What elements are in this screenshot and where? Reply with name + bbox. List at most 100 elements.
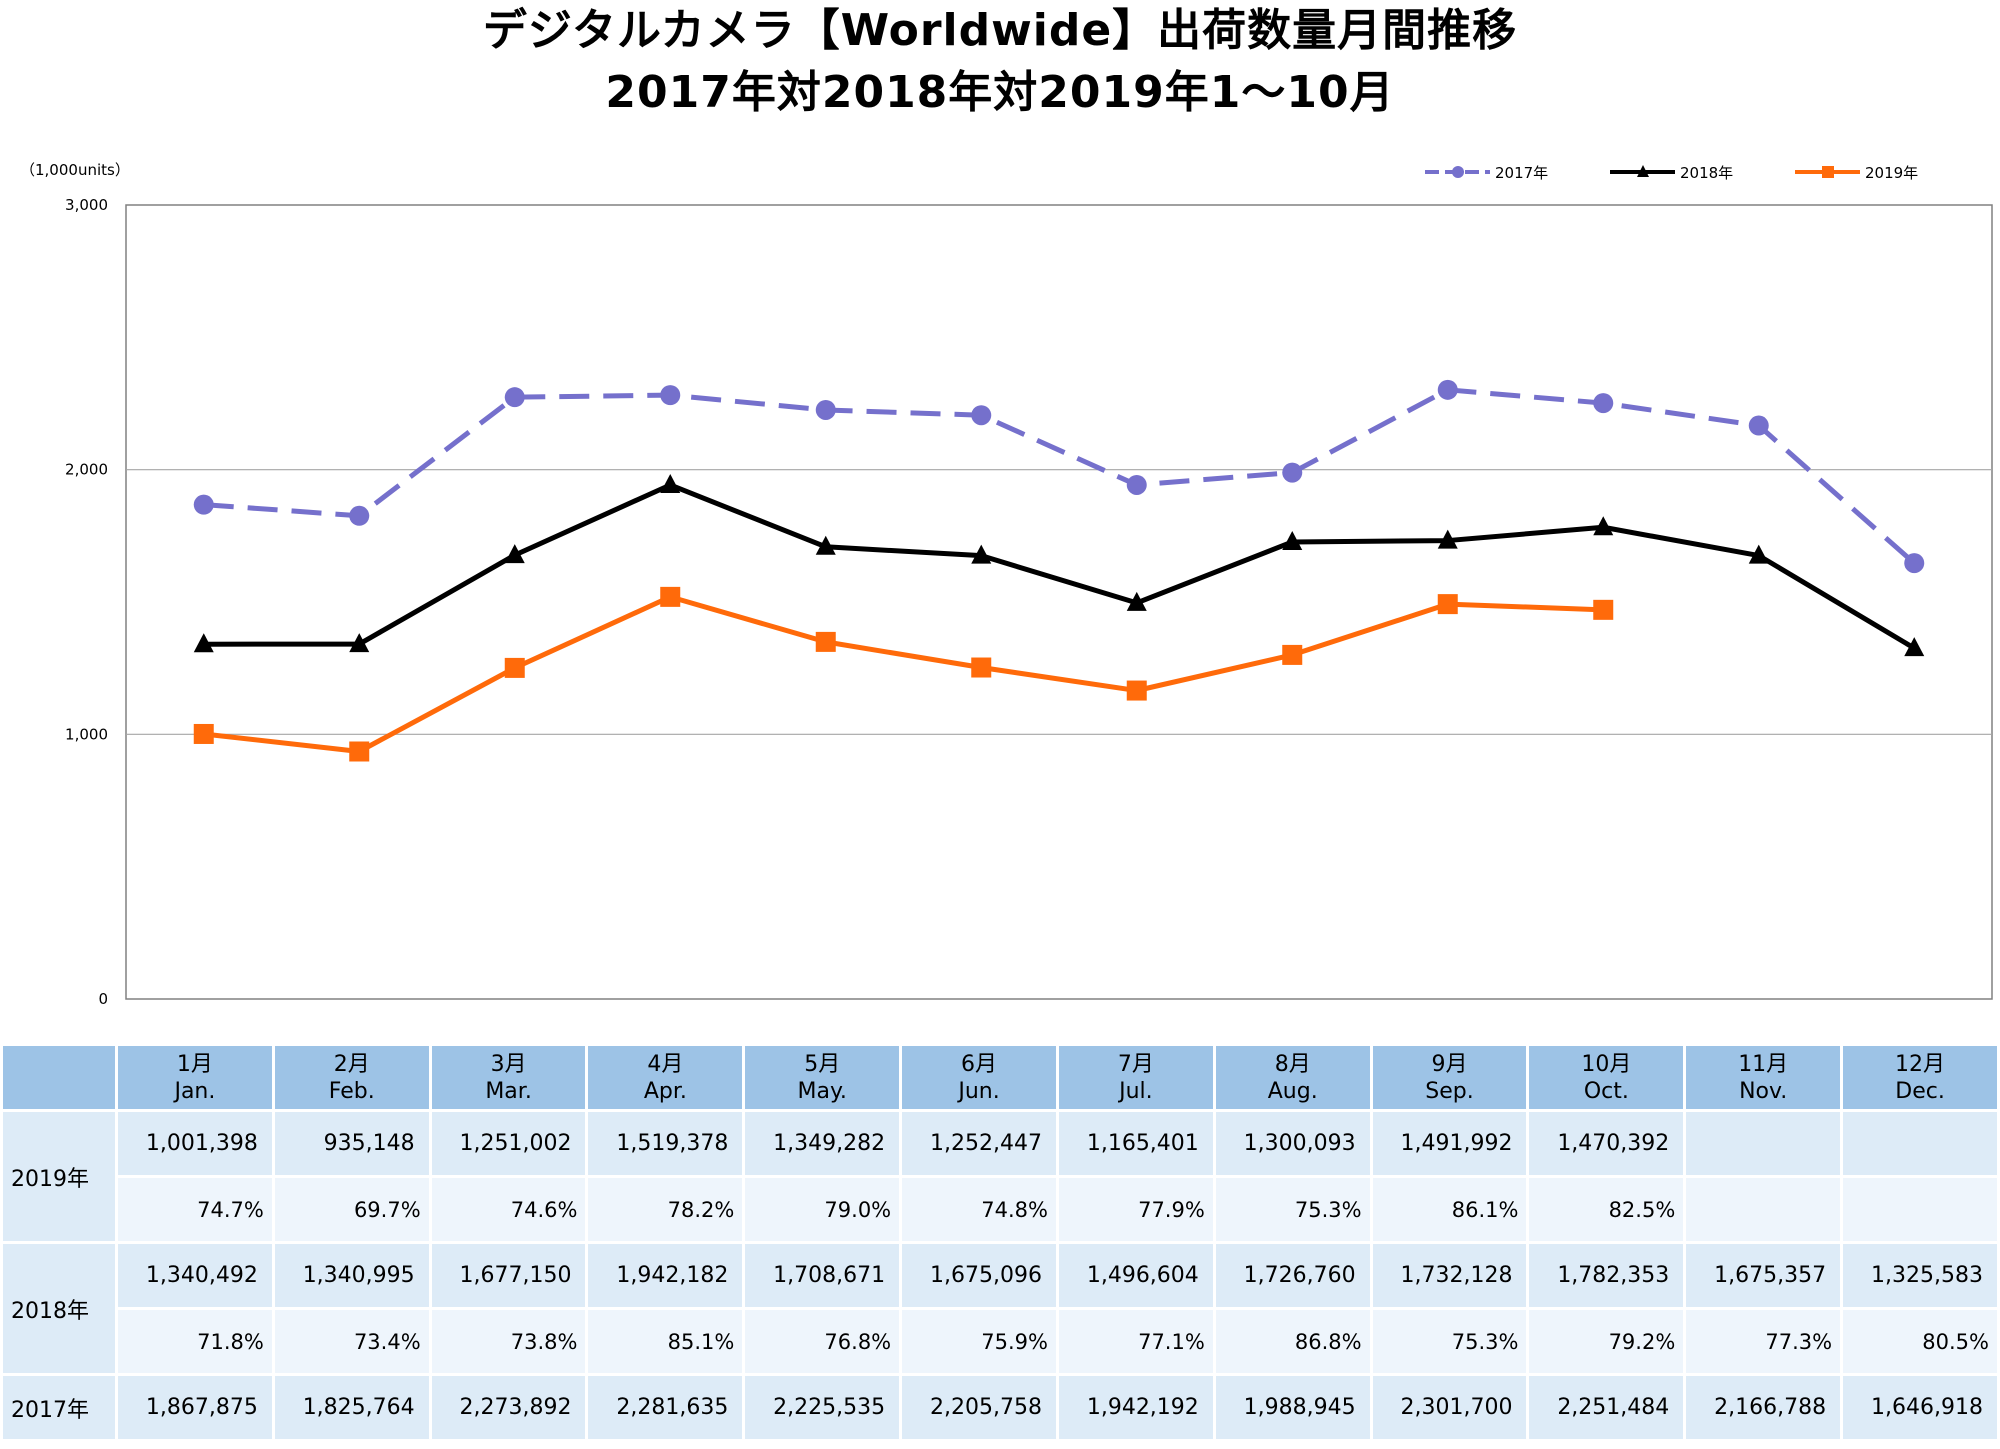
series-2019-point bbox=[1593, 599, 1614, 620]
month-header-en: May. bbox=[797, 1078, 847, 1104]
data-table: 1月 Jan. 2月 Feb. 3月 Mar. 4月 Apr. 5月 May. 6月 Jun. 7月 Ju… bbox=[0, 1043, 2000, 1442]
series-2019-point bbox=[1437, 594, 1458, 615]
value-cell: 2,301,700 bbox=[1372, 1376, 1527, 1439]
ratio-cell: 73.8% bbox=[431, 1310, 586, 1373]
row-label: 2017年 bbox=[3, 1376, 115, 1439]
table-row: 2018年 1,340,492 1,340,995 1,677,150 1,942,18… bbox=[3, 1244, 1997, 1373]
month-header: 11月 Nov. bbox=[1686, 1046, 1841, 1109]
series-2017-point bbox=[1904, 553, 1925, 574]
month-header-en: Aug. bbox=[1267, 1078, 1318, 1104]
ratio-cell: 76.8% bbox=[745, 1310, 900, 1373]
value-cell: 1,677,150 bbox=[431, 1244, 586, 1307]
month-header: 3月 Mar. bbox=[431, 1046, 586, 1109]
month-header: 4月 Apr. bbox=[588, 1046, 743, 1109]
value-cell: 1,726,760 bbox=[1215, 1244, 1370, 1307]
series-2018 bbox=[193, 473, 1925, 657]
series-2017-point bbox=[349, 505, 370, 526]
chart-title-line-2: 2017年対2018年対2019年1～10月 bbox=[605, 67, 1395, 118]
series-2019-point bbox=[1126, 680, 1147, 701]
series-2017-point bbox=[1437, 379, 1458, 400]
series-2017-point bbox=[1282, 462, 1303, 483]
value-cell: 1,675,357 bbox=[1686, 1244, 1841, 1307]
value-cell: 935,148 bbox=[274, 1112, 429, 1175]
series-2018-point bbox=[660, 473, 681, 493]
series-2019-point bbox=[193, 723, 214, 744]
value-cell: 1,942,182 bbox=[588, 1244, 743, 1307]
value-cell: 2,273,892 bbox=[431, 1376, 586, 1439]
series-2017-point bbox=[1593, 393, 1614, 414]
value-cell: 1,646,918 bbox=[1843, 1376, 1997, 1439]
ratio-cell: 77.9% bbox=[1058, 1178, 1213, 1241]
value-cell: 1,942,192 bbox=[1058, 1376, 1213, 1439]
value-cell: 1,251,002 bbox=[431, 1112, 586, 1175]
legend-2018-marker bbox=[1637, 165, 1649, 177]
ratio-cell: 79.0% bbox=[745, 1178, 900, 1241]
ratio-cell: 73.4% bbox=[274, 1310, 429, 1373]
grid-lines bbox=[126, 469, 1992, 735]
table-row: 2017年 1,867,875 1,825,764 2,273,892 2,281,63… bbox=[3, 1376, 1997, 1439]
month-header-jp: 11月 bbox=[1738, 1051, 1789, 1077]
value-cell: 1,300,093 bbox=[1215, 1112, 1370, 1175]
value-cell: 1,867,875 bbox=[118, 1376, 272, 1439]
series-2017-point bbox=[815, 399, 836, 420]
value-cell: 1,732,128 bbox=[1372, 1244, 1527, 1307]
month-header-en: Apr. bbox=[643, 1078, 687, 1104]
ratio-cell: 86.1% bbox=[1372, 1178, 1527, 1241]
series-2019 bbox=[193, 586, 1614, 762]
value-cell: 1,340,492 bbox=[118, 1244, 272, 1307]
y-axis-ticks: 0 1,000 2,000 3,000 bbox=[65, 196, 108, 1008]
month-header-en: Dec. bbox=[1895, 1078, 1945, 1104]
y-tick-label: 3,000 bbox=[65, 196, 108, 214]
value-cell: 1,325,583 bbox=[1843, 1244, 1997, 1307]
ratio-cell: 80.5% bbox=[1843, 1310, 1997, 1373]
value-cell bbox=[1843, 1112, 1997, 1175]
value-cell: 2,281,635 bbox=[588, 1376, 743, 1439]
series-2018-point bbox=[1748, 544, 1769, 564]
value-cell: 1,708,671 bbox=[745, 1244, 900, 1307]
ratio-cell: 75.3% bbox=[1372, 1310, 1527, 1373]
series-2018-point bbox=[1282, 530, 1303, 550]
legend: 2017年 2018年 2019年 bbox=[1425, 164, 1918, 182]
series-2017-point bbox=[1126, 474, 1147, 495]
row-label: 2019年 bbox=[3, 1112, 115, 1241]
month-header-en: Jun. bbox=[958, 1078, 1000, 1104]
value-cell: 1,675,096 bbox=[902, 1244, 1056, 1307]
month-header-jp: 4月 bbox=[647, 1051, 684, 1077]
value-cell: 2,251,484 bbox=[1529, 1376, 1684, 1439]
chart-title: デジタルカメラ【Worldwide】出荷数量月間推移 2017年対2018年対2… bbox=[0, 0, 2000, 124]
series-2017-point bbox=[660, 385, 681, 406]
series-2019-point bbox=[504, 657, 525, 678]
month-header-jp: 6月 bbox=[961, 1051, 998, 1077]
legend-2017: 2017年 bbox=[1425, 164, 1548, 182]
ratio-cell: 82.5% bbox=[1529, 1178, 1684, 1241]
y-tick-label: 0 bbox=[98, 990, 108, 1008]
month-header-jp: 8月 bbox=[1274, 1051, 1311, 1077]
month-header-jp: 12月 bbox=[1895, 1051, 1946, 1077]
ratio-cell: 71.8% bbox=[118, 1310, 272, 1373]
value-cell: 1,165,401 bbox=[1058, 1112, 1213, 1175]
month-header-en: Feb. bbox=[328, 1078, 375, 1104]
value-cell: 1,988,945 bbox=[1215, 1376, 1370, 1439]
month-header-en: Sep. bbox=[1425, 1078, 1474, 1104]
y-tick-label: 1,000 bbox=[65, 725, 108, 743]
legend-2019-marker bbox=[1822, 166, 1834, 178]
month-header-jp: 1月 bbox=[176, 1051, 213, 1077]
legend-2017-marker bbox=[1452, 166, 1464, 178]
line-chart: （1,000units） 0 1,000 2,000 3,000 2017年 2018年… bbox=[20, 161, 1993, 1008]
month-header-jp: 3月 bbox=[490, 1051, 527, 1077]
ratio-cell: 75.3% bbox=[1215, 1178, 1370, 1241]
month-header: 8月 Aug. bbox=[1215, 1046, 1370, 1109]
series-2018-line bbox=[203, 482, 1916, 651]
value-cell: 1,782,353 bbox=[1529, 1244, 1684, 1307]
legend-2018: 2018年 bbox=[1610, 164, 1733, 182]
month-header: 2月 Feb. bbox=[274, 1046, 429, 1109]
value-cell: 2,225,535 bbox=[745, 1376, 900, 1439]
value-cell: 1,340,995 bbox=[274, 1244, 429, 1307]
ratio-cell: 79.2% bbox=[1529, 1310, 1684, 1373]
value-cell: 1,519,378 bbox=[588, 1112, 743, 1175]
month-header: 1月 Jan. bbox=[118, 1046, 272, 1109]
series-2019-point bbox=[1282, 644, 1303, 665]
series-2017-point bbox=[971, 405, 992, 426]
month-header: 9月 Sep. bbox=[1372, 1046, 1527, 1109]
ratio-cell: 78.2% bbox=[588, 1178, 743, 1241]
